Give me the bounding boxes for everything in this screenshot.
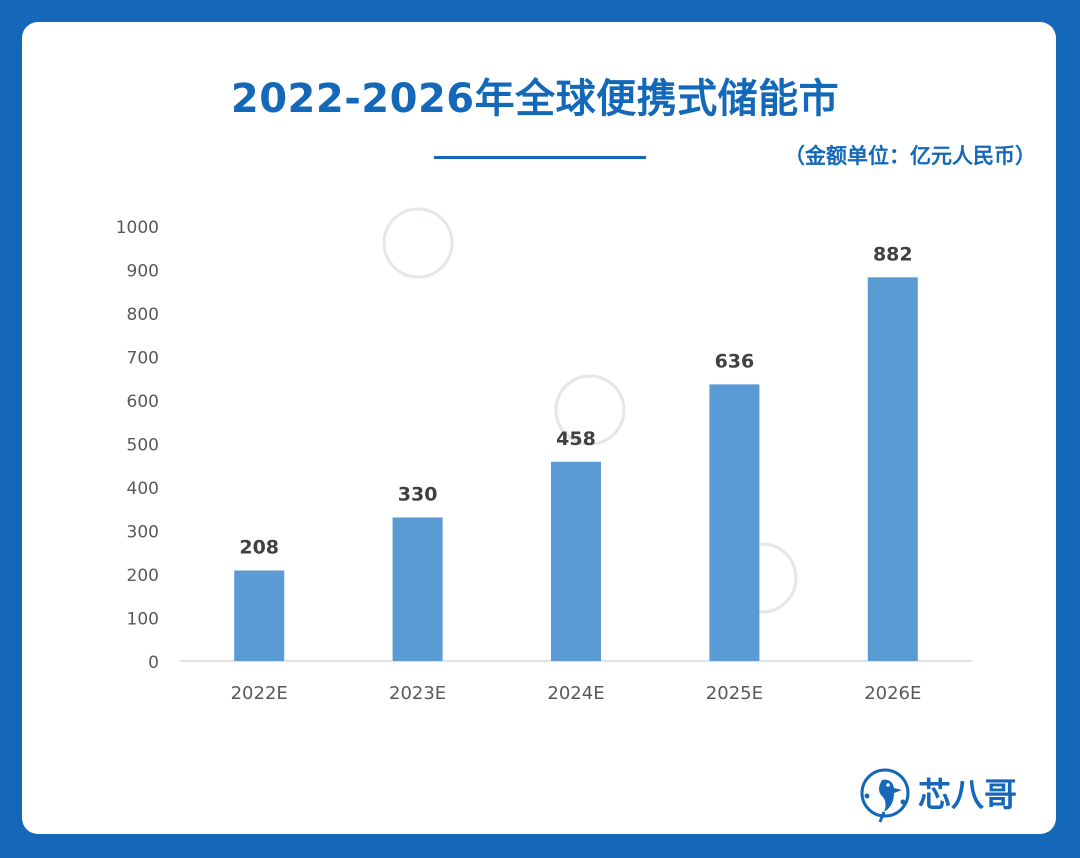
y-axis-ticks: 0 100 200 300 400 500 600 700 800 900 1000 <box>116 218 159 673</box>
bar-2022E <box>234 570 285 661</box>
brand-mark: 芯八哥 <box>858 760 1038 830</box>
brand-name: 芯八哥 <box>918 775 1017 814</box>
y-tick-label: 800 <box>127 305 159 325</box>
y-tick-label: 1000 <box>116 218 159 238</box>
bar-value-label: 458 <box>556 428 596 450</box>
y-tick-label: 100 <box>127 610 159 630</box>
y-tick-label: 900 <box>127 262 159 282</box>
x-tick-label: 2022E <box>231 683 288 704</box>
bar-value-label: 208 <box>239 537 279 559</box>
x-tick-label: 2026E <box>864 683 921 704</box>
y-tick-label: 500 <box>127 436 159 456</box>
bar-2024E <box>551 461 601 661</box>
y-tick-label: 600 <box>127 392 159 412</box>
bars <box>234 277 918 661</box>
x-tick-label: 2024E <box>547 683 604 704</box>
bar-2026E <box>867 277 918 661</box>
kingfisher-logo-icon <box>860 768 910 823</box>
x-axis-ticks: 2022E 2023E 2024E 2025E 2026E <box>231 683 922 704</box>
unit-note: （金额单位：亿元人民币） <box>784 144 1036 168</box>
y-tick-label: 400 <box>127 479 159 499</box>
y-tick-label: 700 <box>127 349 159 369</box>
chart-title: 2022-2026年全球便携式储能市 <box>230 76 840 122</box>
title-underline <box>434 156 646 159</box>
bar-2025E <box>709 384 760 661</box>
x-tick-label: 2023E <box>389 683 446 704</box>
y-tick-label: 0 <box>148 653 159 673</box>
bar-value-label: 330 <box>398 483 438 505</box>
x-tick-label: 2025E <box>706 683 763 704</box>
bar-value-labels: 208 330 458 636 882 <box>239 243 912 558</box>
bar-value-label: 636 <box>715 350 755 372</box>
y-tick-label: 300 <box>127 523 159 543</box>
bar-value-label: 882 <box>873 243 913 265</box>
bar-2023E <box>392 517 443 661</box>
y-tick-label: 200 <box>127 566 159 586</box>
